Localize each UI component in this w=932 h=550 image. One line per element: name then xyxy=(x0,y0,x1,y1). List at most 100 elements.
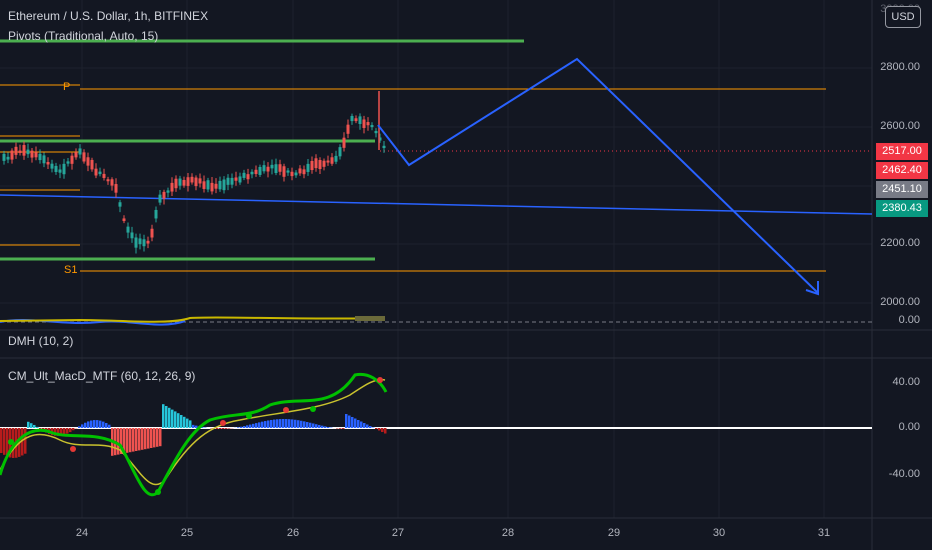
macd-tick: 40.00 xyxy=(892,376,920,388)
macd-bar xyxy=(54,428,57,436)
time-tick: 29 xyxy=(607,527,621,539)
price-tag-last: 2517.00 xyxy=(876,143,928,160)
candle-body xyxy=(30,150,34,158)
candle-body xyxy=(270,164,274,169)
macd-bar xyxy=(285,419,288,428)
candle-body xyxy=(130,232,134,239)
candle-body xyxy=(134,237,138,248)
time-tick: 27 xyxy=(391,527,405,539)
candle-body xyxy=(214,183,218,189)
candle-body xyxy=(34,152,38,158)
macd-bar xyxy=(240,426,243,428)
price-tag: 2451.10 xyxy=(876,181,928,198)
time-tick: 24 xyxy=(75,527,89,539)
candle-body xyxy=(282,166,286,177)
candle-body xyxy=(382,145,386,149)
macd-indicator-label[interactable]: CM_Ult_MacD_MTF (60, 12, 26, 9) xyxy=(8,369,196,383)
macd-bar xyxy=(186,418,189,428)
price-tick: 2800.00 xyxy=(880,61,920,73)
price-tag: 2380.43 xyxy=(876,200,928,217)
candle-body xyxy=(106,179,110,182)
candle-body xyxy=(306,163,310,172)
candle-body xyxy=(18,150,22,153)
macd-bar xyxy=(165,406,168,428)
macd-bar xyxy=(126,428,129,453)
candle-body xyxy=(154,209,158,219)
candle-body xyxy=(178,178,182,186)
candle-body xyxy=(310,161,314,171)
candle-body xyxy=(218,180,222,190)
candle-body xyxy=(14,146,18,155)
candle-body xyxy=(58,169,62,173)
macd-bar xyxy=(264,421,267,428)
macd-bar xyxy=(294,419,297,428)
macd-bar xyxy=(375,428,378,429)
candle-body xyxy=(358,116,362,124)
time-tick: 28 xyxy=(501,527,515,539)
candle-body xyxy=(302,169,306,175)
macd-bar xyxy=(216,428,219,429)
macd-bar xyxy=(192,424,195,428)
macd-bar xyxy=(63,428,66,435)
candle-body xyxy=(78,148,82,155)
candle-body xyxy=(110,179,114,186)
macd-bar xyxy=(345,414,348,428)
candle-body xyxy=(126,226,130,233)
candle-body xyxy=(42,155,46,164)
macd-bar xyxy=(195,425,198,428)
chart-title: Ethereum / U.S. Dollar, 1h, BITFINEX xyxy=(8,9,209,23)
candle-body xyxy=(318,160,322,170)
macd-bar xyxy=(384,428,387,434)
candle-body xyxy=(206,180,210,190)
candle-body xyxy=(74,152,78,158)
macd-bar xyxy=(291,419,294,428)
macd-bar xyxy=(219,428,222,429)
macd-line xyxy=(0,372,388,497)
macd-bar xyxy=(123,428,126,454)
macd-bar xyxy=(315,424,318,428)
macd-bar xyxy=(153,428,156,448)
macd-bar xyxy=(276,419,279,428)
macd-bar xyxy=(147,428,150,449)
candle-body xyxy=(286,170,290,173)
dmh-indicator-label[interactable]: DMH (10, 2) xyxy=(8,334,74,348)
macd-bar xyxy=(102,421,105,428)
time-tick: 31 xyxy=(817,527,831,539)
macd-bar xyxy=(357,420,360,428)
currency-button[interactable]: USD xyxy=(885,6,921,28)
candle-body xyxy=(146,240,150,244)
candle-body xyxy=(374,131,378,134)
candle-body xyxy=(254,169,258,174)
candle-body xyxy=(326,160,330,163)
candle-body xyxy=(182,179,186,186)
candle-body xyxy=(158,194,162,203)
candle-body xyxy=(274,164,278,174)
candle-body xyxy=(346,124,350,134)
trendline xyxy=(0,194,873,215)
macd-bar xyxy=(237,427,240,428)
macd-bar xyxy=(255,423,258,428)
candle-body xyxy=(262,165,266,172)
macd-bar xyxy=(33,424,36,428)
macd-bar xyxy=(27,421,30,428)
projection-path xyxy=(377,57,819,294)
macd-bar xyxy=(117,428,120,455)
pivot-p-label: P xyxy=(63,81,71,93)
candle-body xyxy=(242,172,246,178)
pivots-indicator-label[interactable]: Pivots (Traditional, Auto, 15) xyxy=(8,29,159,43)
macd-bar xyxy=(327,426,330,428)
macd-bar xyxy=(354,418,357,428)
macd-bar xyxy=(321,425,324,428)
candle-body xyxy=(250,171,254,175)
macd-bar xyxy=(87,421,90,428)
candle-body xyxy=(290,171,294,177)
macd-bar xyxy=(66,428,69,434)
candle-body xyxy=(142,239,146,247)
macd-bar xyxy=(297,420,300,428)
macd-bar xyxy=(246,425,249,428)
candle-body xyxy=(150,228,154,238)
macd-bar xyxy=(24,428,27,454)
macd-bar xyxy=(177,413,180,428)
candle-body xyxy=(222,179,226,191)
